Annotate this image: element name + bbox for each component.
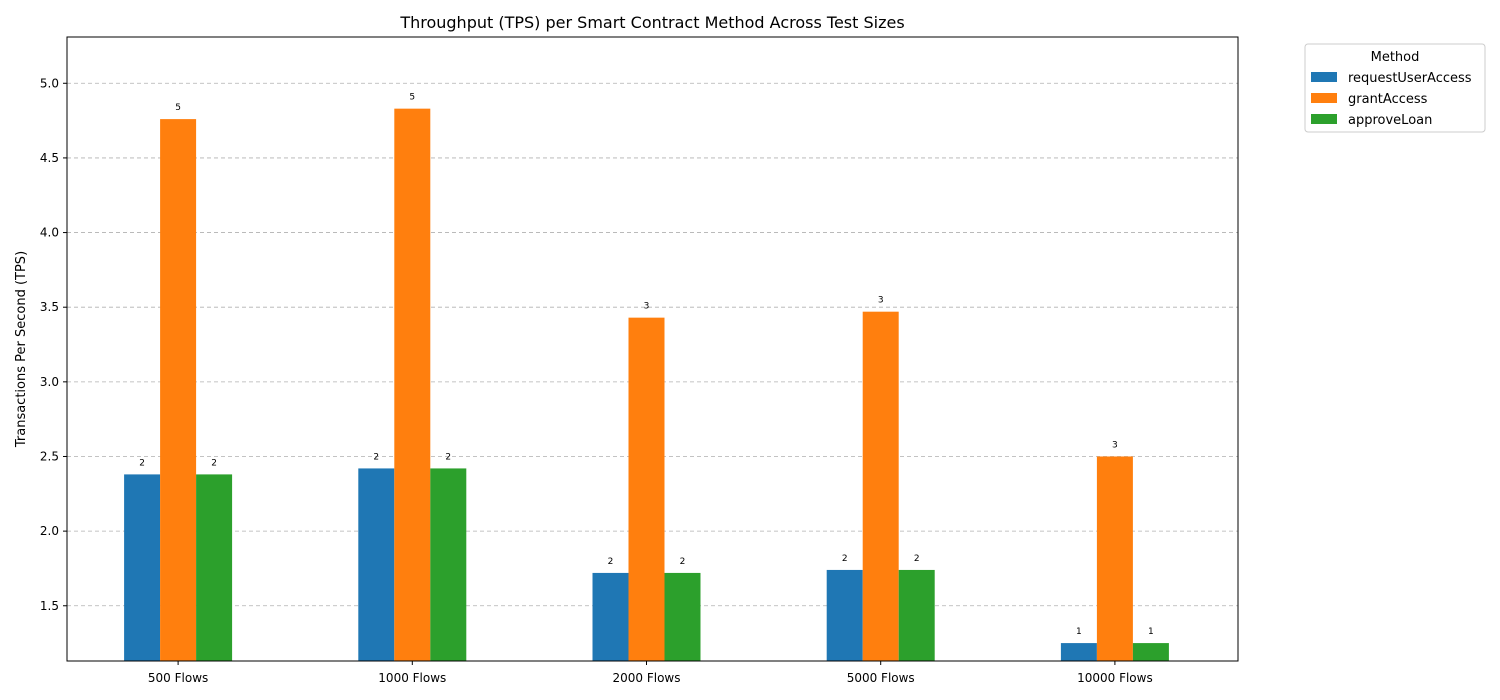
legend-swatch-requestUserAccess bbox=[1311, 72, 1337, 82]
bar-grantAccess bbox=[862, 311, 899, 661]
x-tick-label: 2000 Flows bbox=[613, 671, 681, 685]
y-tick-label: 3.5 bbox=[40, 300, 59, 314]
bar-label: 2 bbox=[914, 554, 920, 564]
bar-approveLoan bbox=[898, 569, 935, 661]
bar-label: 2 bbox=[445, 452, 451, 462]
bar-requestUserAccess bbox=[826, 569, 863, 661]
grid-lines bbox=[67, 82, 1238, 607]
y-tick-label: 2.5 bbox=[40, 449, 59, 463]
x-tick-label: 5000 Flows bbox=[847, 671, 915, 685]
legend-swatch-approveLoan bbox=[1311, 114, 1337, 124]
x-tick-label: 10000 Flows bbox=[1077, 671, 1153, 685]
bar-approveLoan bbox=[430, 468, 467, 661]
plot-frame bbox=[66, 36, 1239, 662]
legend-entry: requestUserAccess bbox=[1348, 71, 1472, 86]
bar-label: 3 bbox=[1112, 440, 1118, 450]
bar-requestUserAccess bbox=[124, 474, 161, 661]
chart-title: Throughput (TPS) per Smart Contract Meth… bbox=[399, 13, 904, 32]
bar-grantAccess bbox=[394, 108, 431, 661]
bars bbox=[124, 108, 1169, 661]
y-axis-label: Transactions Per Second (TPS) bbox=[14, 251, 29, 448]
y-tick-label: 5.0 bbox=[40, 76, 59, 90]
bar-grantAccess bbox=[160, 119, 197, 661]
bar-label: 5 bbox=[409, 93, 415, 103]
y-axis: 1.5 2.0 2.5 3.0 3.5 4.0 4.5 5.0 bbox=[40, 76, 67, 613]
legend-entry: approveLoan bbox=[1348, 113, 1432, 128]
bar-requestUserAccess bbox=[592, 572, 629, 661]
bar-label: 2 bbox=[373, 452, 379, 462]
legend-title: Method bbox=[1371, 50, 1420, 65]
x-axis: 500 Flows 1000 Flows 2000 Flows 5000 Flows 1… bbox=[148, 661, 1153, 685]
bar-requestUserAccess bbox=[358, 468, 395, 661]
bar-approveLoan bbox=[196, 474, 233, 661]
x-tick-label: 500 Flows bbox=[148, 671, 208, 685]
legend-box bbox=[1304, 43, 1486, 133]
bar-approveLoan bbox=[664, 572, 701, 661]
y-tick-label: 1.5 bbox=[40, 599, 59, 613]
bar-label: 3 bbox=[644, 302, 650, 312]
bar-label: 2 bbox=[608, 557, 614, 567]
bar-label: 2 bbox=[680, 557, 686, 567]
bar-grantAccess bbox=[1096, 456, 1133, 661]
bar-approveLoan bbox=[1132, 643, 1169, 661]
legend: Method requestUserAccess grantAccess appro… bbox=[1304, 43, 1486, 133]
bar-labels: 2 5 2 2 5 2 2 3 2 2 3 2 1 3 1 bbox=[139, 93, 1154, 637]
y-tick-label: 3.0 bbox=[40, 375, 59, 389]
bar-label: 1 bbox=[1076, 627, 1082, 637]
x-tick-label: 1000 Flows bbox=[378, 671, 446, 685]
bar-label: 2 bbox=[139, 458, 145, 468]
legend-entry: grantAccess bbox=[1348, 92, 1428, 107]
bar-label: 2 bbox=[211, 458, 217, 468]
bar-requestUserAccess bbox=[1060, 643, 1097, 661]
y-tick-label: 2.0 bbox=[40, 524, 59, 538]
legend-swatch-grantAccess bbox=[1311, 93, 1337, 103]
bar-label: 3 bbox=[878, 296, 884, 306]
y-tick-label: 4.0 bbox=[40, 226, 59, 240]
bar-label: 5 bbox=[175, 103, 181, 113]
bar-label: 2 bbox=[842, 554, 848, 564]
bar-grantAccess bbox=[628, 317, 665, 661]
bar-label: 1 bbox=[1148, 627, 1154, 637]
y-tick-label: 4.5 bbox=[40, 151, 59, 165]
